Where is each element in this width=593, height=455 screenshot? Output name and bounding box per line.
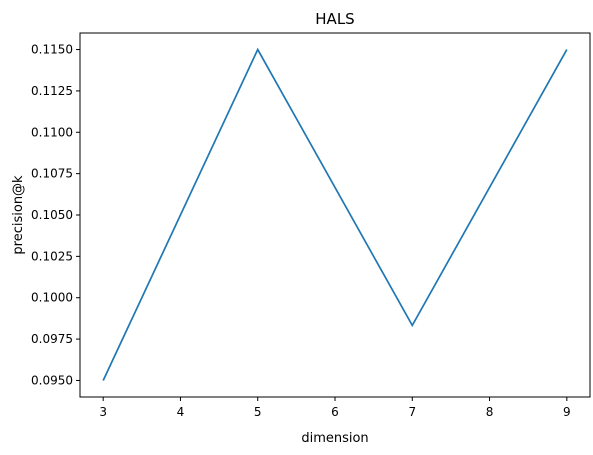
y-tick-label: 0.1025 bbox=[31, 249, 73, 263]
chart-title: HALS bbox=[315, 10, 354, 28]
x-tick-label: 9 bbox=[563, 405, 571, 419]
x-tick-label: 7 bbox=[408, 405, 416, 419]
x-tick-label: 4 bbox=[177, 405, 185, 419]
x-tick-label: 6 bbox=[331, 405, 339, 419]
x-tick-label: 8 bbox=[486, 405, 494, 419]
y-tick-label: 0.1000 bbox=[31, 291, 73, 305]
y-tick-label: 0.0975 bbox=[31, 332, 73, 346]
y-tick-label: 0.1125 bbox=[31, 84, 73, 98]
x-tick-label: 5 bbox=[254, 405, 262, 419]
series-line bbox=[103, 50, 567, 381]
y-axis-label: precision@k bbox=[11, 175, 26, 255]
y-tick-label: 0.1100 bbox=[31, 125, 73, 139]
plot-series bbox=[103, 49, 567, 380]
x-tick-label: 3 bbox=[99, 405, 107, 419]
y-tick-label: 0.1050 bbox=[31, 208, 73, 222]
x-axis: 3 4 5 6 7 8 9 bbox=[99, 397, 570, 419]
y-tick-label: 0.1150 bbox=[31, 43, 73, 57]
y-tick-label: 0.0950 bbox=[31, 373, 73, 387]
x-axis-label: dimension bbox=[301, 431, 368, 446]
y-axis: 0.0950 0.0975 0.1000 0.1025 0.1050 0.1075 0.11… bbox=[31, 43, 80, 388]
y-tick-label: 0.1075 bbox=[31, 167, 73, 181]
plot-frame bbox=[80, 33, 590, 397]
